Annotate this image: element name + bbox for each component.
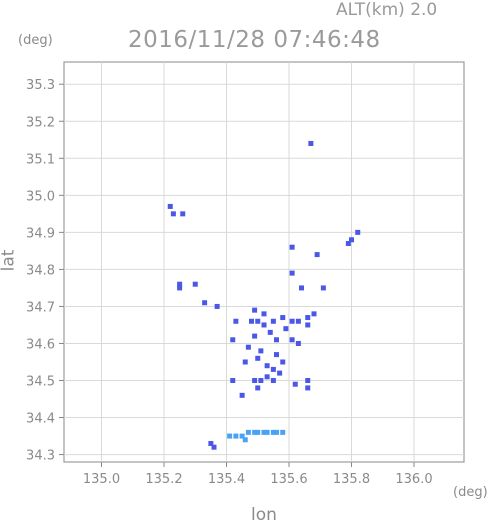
echo-point xyxy=(177,285,183,291)
echo-point xyxy=(252,429,258,435)
echo-point xyxy=(295,340,301,346)
plot-frame xyxy=(63,61,465,463)
echo-point xyxy=(167,203,173,209)
echo-point xyxy=(311,311,317,317)
x-axis-label: lon xyxy=(251,505,277,525)
echo-point xyxy=(280,429,286,435)
echo-point xyxy=(208,440,214,446)
echo-point xyxy=(289,244,295,250)
echo-point xyxy=(280,315,286,321)
echo-point xyxy=(274,429,279,435)
y-axis-unit: (deg) xyxy=(18,33,53,48)
echo-point xyxy=(255,429,261,435)
echo-point xyxy=(230,337,236,343)
echo-point xyxy=(239,433,245,439)
echo-point xyxy=(270,366,276,372)
y-tick-label: 35.2 xyxy=(26,115,55,130)
y-tick-label: 34.3 xyxy=(26,449,55,464)
x-tick-label: 135.8 xyxy=(333,472,370,487)
echo-point xyxy=(292,381,298,387)
echo-point xyxy=(211,444,217,450)
y-tick-label: 34.8 xyxy=(26,263,55,278)
y-tick-label: 35.1 xyxy=(26,152,55,167)
echo-point xyxy=(274,337,279,343)
echo-point xyxy=(252,378,258,384)
echo-point xyxy=(233,318,239,324)
echo-point xyxy=(349,237,354,243)
echo-point xyxy=(305,315,311,321)
y-tick-label: 35.3 xyxy=(26,78,55,93)
echo-point xyxy=(239,392,245,398)
echo-point xyxy=(314,252,320,258)
echo-point xyxy=(261,429,267,435)
echo-point xyxy=(289,337,295,343)
x-tick-label: 135.0 xyxy=(83,472,120,487)
y-tick-label: 34.4 xyxy=(26,412,55,427)
echo-point xyxy=(264,363,270,369)
echo-point xyxy=(242,359,248,365)
echo-point xyxy=(252,333,258,339)
y-tick-label: 34.5 xyxy=(26,375,55,390)
echo-point xyxy=(280,359,286,365)
echo-point xyxy=(264,374,270,380)
x-tick-label: 135.6 xyxy=(270,472,307,487)
echo-point xyxy=(320,285,326,291)
echo-point xyxy=(245,344,251,350)
echo-point xyxy=(289,318,295,324)
echo-point xyxy=(255,318,261,324)
echo-point xyxy=(264,429,270,435)
echo-point xyxy=(180,211,186,217)
echo-point xyxy=(305,322,311,328)
echo-point xyxy=(255,385,261,391)
x-tick-label: 135.4 xyxy=(208,472,245,487)
echo-point xyxy=(192,281,198,287)
echo-point xyxy=(261,322,267,328)
echo-point xyxy=(270,429,276,435)
echo-point xyxy=(245,429,251,435)
echo-point xyxy=(270,378,276,384)
echo-point xyxy=(345,240,351,246)
echo-point xyxy=(355,229,361,235)
x-tick-label: 135.2 xyxy=(145,472,182,487)
echo-point xyxy=(308,140,314,146)
echo-point xyxy=(214,303,220,309)
x-axis-unit: (deg) xyxy=(453,485,488,500)
y-tick-label: 34.9 xyxy=(26,226,55,241)
altitude-label: ALT(km) 2.0 xyxy=(336,0,438,20)
echo-point xyxy=(270,318,276,324)
echo-point xyxy=(274,352,279,358)
echo-point xyxy=(289,270,295,276)
echo-point xyxy=(261,311,267,317)
echo-point xyxy=(299,285,304,291)
y-tick-label: 34.6 xyxy=(26,337,55,352)
y-tick-label: 34.7 xyxy=(26,300,55,315)
echo-point xyxy=(233,433,239,439)
echo-point xyxy=(170,211,176,217)
echo-point xyxy=(258,348,264,354)
echo-point xyxy=(249,318,254,324)
x-tick-label: 136.0 xyxy=(395,472,432,487)
echo-point xyxy=(277,370,283,376)
echo-point xyxy=(230,378,236,384)
echo-point xyxy=(305,378,311,384)
echo-point xyxy=(242,437,248,443)
echo-point xyxy=(202,300,208,306)
echo-point xyxy=(255,355,261,361)
chart-timestamp-title: 2016/11/28 07:46:48 xyxy=(128,27,381,53)
echo-point xyxy=(227,433,233,439)
echo-point xyxy=(252,307,258,313)
echo-point xyxy=(295,318,301,324)
echo-point xyxy=(283,326,289,332)
echo-point xyxy=(305,385,311,391)
echo-point xyxy=(267,329,273,335)
echo-point xyxy=(177,281,183,287)
y-tick-label: 35.0 xyxy=(26,189,55,204)
echo-point xyxy=(258,378,264,384)
